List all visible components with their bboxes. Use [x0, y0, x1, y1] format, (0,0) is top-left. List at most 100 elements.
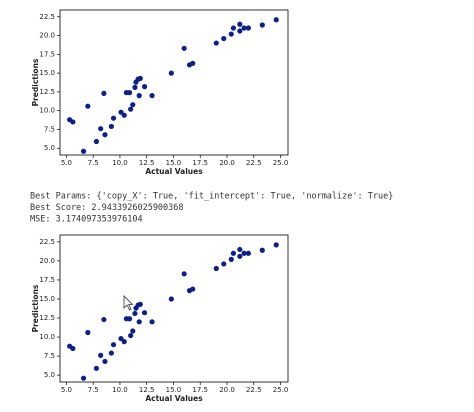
- y-tick-label: 22.5: [39, 238, 55, 246]
- y-tick-label: 10.0: [39, 333, 55, 341]
- data-point: [259, 22, 265, 28]
- data-point: [228, 31, 234, 37]
- y-tick-label: 12.5: [39, 314, 55, 322]
- y-tick-label: 5.0: [44, 371, 55, 379]
- x-tick-label: 5.0: [61, 159, 72, 167]
- data-point: [126, 316, 133, 322]
- data-point: [108, 123, 114, 130]
- data-point: [221, 35, 227, 42]
- data-point: [141, 84, 148, 90]
- data-point: [237, 246, 243, 253]
- data-point: [137, 75, 143, 81]
- data-point: [110, 115, 117, 121]
- x-tick-label: 22.5: [246, 159, 262, 167]
- data-point: [108, 350, 114, 356]
- data-point: [137, 301, 143, 307]
- data-point: [80, 148, 87, 154]
- y-axis-label: Predictions: [31, 284, 40, 332]
- data-point: [228, 256, 234, 262]
- data-point: [121, 339, 127, 345]
- output-line: Best Score: 2.9433926025900368: [30, 203, 184, 213]
- data-point: [237, 253, 243, 259]
- data-point: [221, 261, 227, 267]
- data-point: [93, 138, 99, 145]
- x-tick-label: 7.5: [88, 159, 99, 167]
- data-point: [98, 126, 104, 132]
- x-tick-label: 15.0: [166, 159, 182, 167]
- data-point: [241, 250, 247, 256]
- data-point: [273, 17, 279, 23]
- data-point: [149, 319, 155, 325]
- data-point: [168, 70, 174, 76]
- x-tick-label: 12.5: [139, 159, 155, 167]
- x-tick-label: 22.5: [246, 386, 262, 394]
- y-tick-label: 20.0: [39, 32, 55, 40]
- data-point: [149, 93, 155, 99]
- y-tick-label: 5.0: [44, 144, 55, 152]
- output-line: MSE: 3.174097353976104: [30, 215, 143, 225]
- plot-frame: [59, 234, 289, 383]
- data-point: [213, 265, 219, 272]
- data-point: [128, 106, 134, 112]
- x-tick-label: 20.0: [219, 386, 235, 394]
- data-point: [213, 40, 219, 46]
- y-tick-label: 10.0: [39, 107, 55, 115]
- x-axis-label: Actual Values: [145, 394, 203, 403]
- data-point: [181, 271, 187, 277]
- data-point: [141, 310, 148, 316]
- y-tick-label: 17.5: [39, 50, 55, 58]
- x-tick-label: 10.0: [112, 386, 128, 394]
- x-tick-label: 10.0: [112, 159, 128, 167]
- x-tick-label: 7.5: [88, 386, 99, 394]
- data-point: [70, 119, 76, 125]
- data-point: [230, 250, 237, 256]
- data-point: [98, 352, 104, 358]
- data-point: [85, 103, 91, 109]
- y-tick-label: 7.5: [44, 352, 55, 360]
- data-point: [130, 102, 136, 108]
- data-point: [259, 247, 265, 253]
- data-point: [130, 328, 136, 334]
- y-tick-label: 22.5: [39, 13, 55, 21]
- x-tick-label: 25.0: [273, 386, 289, 394]
- data-point: [241, 25, 247, 31]
- x-axis-label: Actual Values: [145, 167, 203, 176]
- data-point: [126, 90, 133, 96]
- mouse-cursor: [123, 295, 134, 311]
- data-point: [110, 342, 117, 348]
- data-point: [101, 90, 107, 96]
- data-point: [85, 329, 91, 336]
- data-point: [128, 332, 134, 339]
- x-tick-label: 17.5: [192, 386, 208, 394]
- data-point: [237, 28, 243, 34]
- x-tick-label: 12.5: [139, 386, 155, 394]
- data-point: [102, 358, 108, 365]
- y-tick-label: 7.5: [44, 125, 55, 133]
- data-point: [132, 84, 138, 90]
- data-point: [245, 250, 251, 256]
- y-axis-label: Predictions: [31, 58, 40, 106]
- data-point: [136, 93, 142, 99]
- data-point: [80, 375, 87, 381]
- data-point: [93, 365, 99, 371]
- data-point: [168, 296, 174, 302]
- x-tick-label: 17.5: [192, 159, 208, 167]
- x-tick-label: 25.0: [273, 159, 289, 167]
- data-point: [136, 319, 142, 325]
- data-point: [245, 25, 251, 31]
- data-point: [190, 286, 196, 292]
- plot-frame: [59, 9, 289, 156]
- data-point: [102, 132, 108, 138]
- data-point: [101, 316, 107, 323]
- data-point: [190, 60, 196, 66]
- data-point: [121, 112, 127, 118]
- data-point: [237, 21, 243, 27]
- x-tick-label: 15.0: [166, 386, 182, 394]
- output-line: Best Params: {'copy_X': True, 'fit_inter…: [30, 192, 393, 202]
- data-point: [181, 45, 187, 51]
- y-tick-label: 12.5: [39, 88, 55, 96]
- data-point: [132, 310, 138, 317]
- y-tick-label: 17.5: [39, 276, 55, 284]
- x-tick-label: 5.0: [61, 386, 72, 394]
